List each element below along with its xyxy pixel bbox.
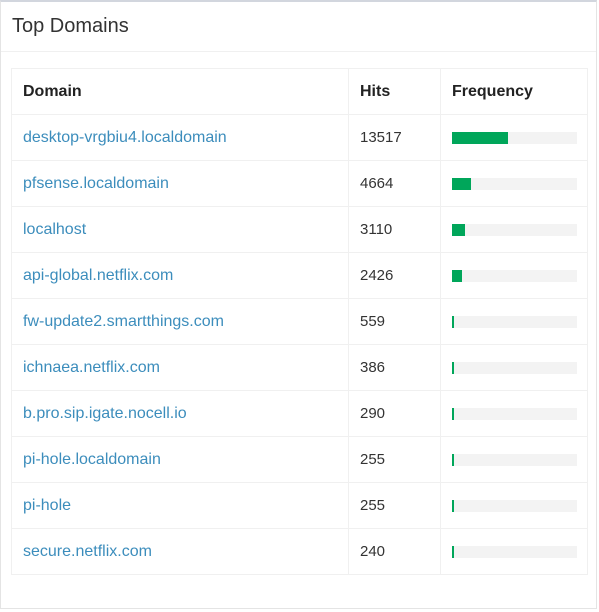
table-row: pfsense.localdomain 4664: [11, 160, 588, 207]
frequency-cell: [440, 390, 588, 437]
domain-link[interactable]: localhost: [23, 220, 87, 238]
hits-cell: 240: [348, 528, 441, 575]
table-row: pi-hole.localdomain 255: [11, 436, 588, 483]
hits-cell: 386: [348, 344, 441, 391]
frequency-progress-track: [452, 131, 577, 144]
domain-cell: api-global.netflix.com: [11, 252, 349, 299]
frequency-progress-bar: [452, 131, 508, 144]
panel-title: Top Domains: [12, 15, 129, 37]
hits-cell: 13517: [348, 114, 441, 161]
frequency-cell: [440, 160, 588, 207]
column-header-hits: Hits: [348, 68, 441, 115]
domain-cell: localhost: [11, 206, 349, 253]
domain-link[interactable]: secure.netflix.com: [23, 542, 152, 560]
hits-cell: 290: [348, 390, 441, 437]
frequency-progress-track: [452, 223, 577, 236]
column-header-domain: Domain: [11, 68, 349, 115]
hits-cell: 3110: [348, 206, 441, 253]
table-body: desktop-vrgbiu4.localdomain 13517 pfsense.…: [11, 114, 588, 575]
table-row: fw-update2.smartthings.com 559: [11, 298, 588, 345]
domain-link[interactable]: pi-hole.localdomain: [23, 450, 161, 468]
frequency-progress-bar: [452, 315, 455, 328]
frequency-progress-track: [452, 361, 577, 374]
table-header-row: Domain Hits Frequency: [11, 68, 588, 115]
table-row: pi-hole 255: [11, 482, 588, 529]
frequency-progress-bar: [452, 361, 454, 374]
frequency-cell: [440, 206, 588, 253]
frequency-progress-track: [452, 407, 577, 420]
frequency-progress-bar: [452, 269, 462, 282]
frequency-cell: [440, 114, 588, 161]
hits-cell: 4664: [348, 160, 441, 207]
frequency-progress-bar: [452, 407, 454, 420]
frequency-progress-track: [452, 269, 577, 282]
frequency-cell: [440, 344, 588, 391]
domain-cell: pfsense.localdomain: [11, 160, 349, 207]
table-row: api-global.netflix.com 2426: [11, 252, 588, 299]
hits-cell: 255: [348, 482, 441, 529]
domain-link[interactable]: b.pro.sip.igate.nocell.io: [23, 404, 187, 422]
frequency-progress-bar: [452, 499, 454, 512]
frequency-progress-bar: [452, 223, 465, 236]
domain-cell: b.pro.sip.igate.nocell.io: [11, 390, 349, 437]
top-domains-table: Domain Hits Frequency desktop-vrgbiu4.lo…: [11, 68, 588, 575]
table-row: ichnaea.netflix.com 386: [11, 344, 588, 391]
column-header-frequency: Frequency: [440, 68, 588, 115]
domain-link[interactable]: fw-update2.smartthings.com: [23, 312, 224, 330]
table-row: desktop-vrgbiu4.localdomain 13517: [11, 114, 588, 161]
panel-header: Top Domains: [1, 2, 596, 52]
domain-link[interactable]: ichnaea.netflix.com: [23, 358, 160, 376]
frequency-progress-track: [452, 545, 577, 558]
table-row: localhost 3110: [11, 206, 588, 253]
frequency-cell: [440, 436, 588, 483]
domain-link[interactable]: pi-hole: [23, 496, 72, 514]
frequency-progress-bar: [452, 177, 471, 190]
frequency-cell: [440, 252, 588, 299]
frequency-progress-track: [452, 177, 577, 190]
table-row: b.pro.sip.igate.nocell.io 290: [11, 390, 588, 437]
table-row: secure.netflix.com 240: [11, 528, 588, 575]
frequency-cell: [440, 528, 588, 575]
domain-cell: fw-update2.smartthings.com: [11, 298, 349, 345]
hits-cell: 2426: [348, 252, 441, 299]
frequency-progress-track: [452, 453, 577, 466]
frequency-cell: [440, 482, 588, 529]
domain-link[interactable]: api-global.netflix.com: [23, 266, 174, 284]
domain-link[interactable]: pfsense.localdomain: [23, 174, 169, 192]
domain-cell: pi-hole: [11, 482, 349, 529]
top-domains-table-container: Domain Hits Frequency desktop-vrgbiu4.lo…: [11, 68, 588, 575]
domain-cell: desktop-vrgbiu4.localdomain: [11, 114, 349, 161]
hits-cell: 255: [348, 436, 441, 483]
domain-cell: ichnaea.netflix.com: [11, 344, 349, 391]
domain-cell: pi-hole.localdomain: [11, 436, 349, 483]
hits-cell: 559: [348, 298, 441, 345]
frequency-progress-track: [452, 315, 577, 328]
frequency-progress-bar: [452, 545, 454, 558]
domain-cell: secure.netflix.com: [11, 528, 349, 575]
frequency-cell: [440, 298, 588, 345]
frequency-progress-bar: [452, 453, 454, 466]
domain-link[interactable]: desktop-vrgbiu4.localdomain: [23, 128, 227, 146]
frequency-progress-track: [452, 499, 577, 512]
